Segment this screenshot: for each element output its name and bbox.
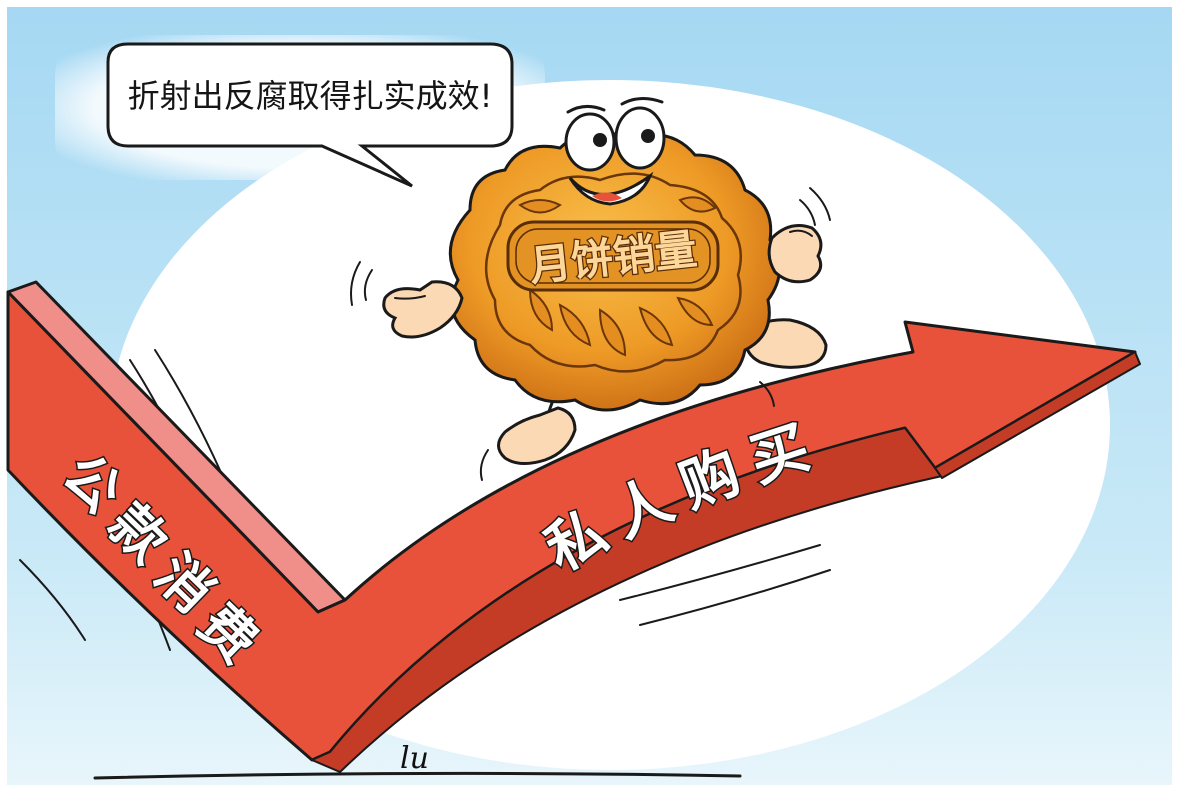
ground-line — [93, 771, 742, 780]
mooncake-left-eye — [564, 112, 616, 172]
mooncake-label-plaque-inner — [515, 228, 711, 284]
mooncake-left-brow — [566, 105, 606, 114]
mooncake-tongue — [592, 192, 622, 202]
mooncake-motion-ticks — [350, 187, 831, 481]
mooncake-left-foot — [497, 406, 577, 465]
mooncake-left-finger — [394, 295, 426, 300]
mooncake-left-hand — [382, 280, 464, 339]
mooncake-right-pupil — [641, 129, 655, 143]
mooncake-character: 月饼销量 — [350, 97, 831, 481]
artist-signature: lu — [400, 741, 429, 776]
mooncake-right-hand — [767, 224, 823, 284]
arrow-head-bottom — [934, 351, 1141, 479]
mooncake-right-finger — [789, 229, 813, 237]
speech-bubble: 折射出反腐取得扎实成效! — [106, 42, 514, 188]
speech-bubble-text: 折射出反腐取得扎实成效! — [128, 77, 493, 115]
mooncake-petals — [518, 196, 717, 357]
mooncake-right-brow — [620, 97, 664, 106]
mooncake-inner-ring — [484, 172, 742, 373]
mooncake-label-plaque — [506, 220, 720, 292]
mooncake-left-pupil — [593, 133, 607, 147]
mooncake-right-eye — [614, 106, 666, 170]
